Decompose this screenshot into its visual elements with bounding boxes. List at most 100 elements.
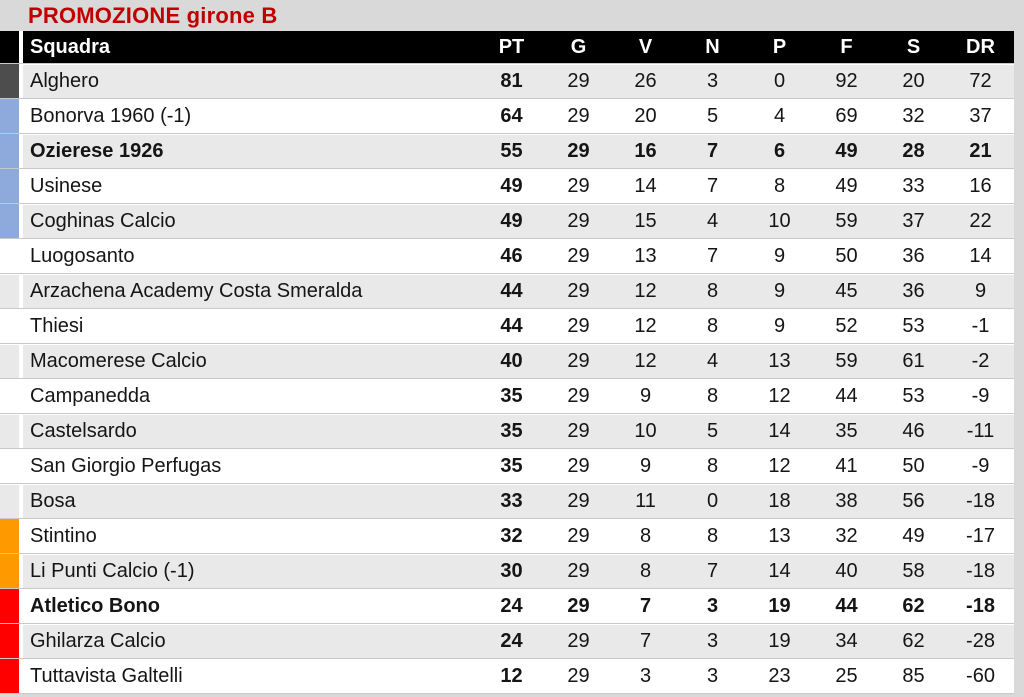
- column-header-s: S: [906, 35, 921, 58]
- wins-cell: 16: [634, 139, 657, 162]
- goal-difference-cell: 22: [969, 209, 992, 232]
- points-cell: 55: [500, 139, 523, 162]
- draws-cell: 8: [706, 454, 719, 477]
- table-row: Li Punti Calcio (-1) 30 29 8 7 14 40 58 …: [0, 553, 1014, 588]
- draws-cell: 3: [706, 594, 719, 617]
- rank-indicator: [0, 274, 19, 308]
- goals-against-cell: 50: [902, 454, 925, 477]
- goals-against-cell: 61: [902, 349, 925, 372]
- wins-cell: 8: [639, 524, 652, 547]
- wins-cell: 8: [639, 559, 652, 582]
- points-cell: 24: [500, 594, 523, 617]
- team-name: Usinese: [30, 174, 103, 197]
- points-cell: 44: [500, 279, 523, 302]
- goals-for-cell: 50: [835, 244, 858, 267]
- rank-indicator: [0, 344, 19, 378]
- losses-cell: 19: [768, 594, 791, 617]
- table-row: Atletico Bono 24 29 7 3 19 44 62 -18: [0, 588, 1014, 623]
- goals-for-cell: 34: [835, 629, 858, 652]
- games-cell: 29: [567, 664, 590, 687]
- goal-difference-cell: 72: [969, 69, 992, 92]
- team-name: Bonorva 1960 (-1): [30, 104, 192, 127]
- goal-difference-cell: 21: [969, 139, 992, 162]
- goal-difference-cell: -17: [966, 524, 995, 547]
- goals-against-cell: 28: [902, 139, 925, 162]
- games-cell: 29: [567, 454, 590, 477]
- losses-cell: 23: [768, 664, 791, 687]
- draws-cell: 4: [706, 349, 719, 372]
- draws-cell: 5: [706, 104, 719, 127]
- wins-cell: 9: [639, 454, 652, 477]
- column-header-pt: PT: [498, 35, 525, 58]
- table-row: Castelsardo 35 29 10 5 14 35 46 -11: [0, 413, 1014, 448]
- wins-cell: 14: [634, 174, 657, 197]
- losses-cell: 14: [768, 419, 791, 442]
- games-cell: 29: [567, 384, 590, 407]
- wins-cell: 10: [634, 419, 657, 442]
- wins-cell: 12: [634, 279, 657, 302]
- games-cell: 29: [567, 209, 590, 232]
- games-cell: 29: [567, 139, 590, 162]
- rank-indicator: [0, 624, 19, 658]
- goal-difference-cell: 37: [969, 104, 992, 127]
- goal-difference-cell: -28: [966, 629, 995, 652]
- rank-indicator: [0, 449, 19, 483]
- wins-cell: 12: [634, 314, 657, 337]
- team-name: Alghero: [30, 69, 99, 92]
- wins-cell: 3: [639, 664, 652, 687]
- goals-for-cell: 44: [835, 384, 858, 407]
- goals-against-cell: 53: [902, 314, 925, 337]
- table-row: San Giorgio Perfugas 35 29 9 8 12 41 50 …: [0, 448, 1014, 483]
- goals-for-cell: 32: [835, 524, 858, 547]
- points-cell: 35: [500, 454, 523, 477]
- points-cell: 30: [500, 559, 523, 582]
- draws-cell: 3: [706, 664, 719, 687]
- table-row: Stintino 32 29 8 8 13 32 49 -17: [0, 518, 1014, 553]
- team-name: Li Punti Calcio (-1): [30, 559, 195, 582]
- losses-cell: 13: [768, 524, 791, 547]
- grid-gap: [19, 64, 23, 98]
- column-header-dr: DR: [966, 35, 995, 58]
- goals-against-cell: 62: [902, 629, 925, 652]
- team-name: Campanedda: [30, 384, 151, 407]
- rank-indicator: [0, 414, 19, 448]
- draws-cell: 8: [706, 314, 719, 337]
- team-name: Stintino: [30, 524, 97, 547]
- draws-cell: 8: [706, 279, 719, 302]
- wins-cell: 7: [639, 594, 652, 617]
- goals-against-cell: 20: [902, 69, 925, 92]
- games-cell: 29: [567, 104, 590, 127]
- team-name: Bosa: [30, 489, 76, 512]
- losses-cell: 9: [773, 279, 786, 302]
- points-cell: 24: [500, 629, 523, 652]
- rank-indicator: [0, 134, 19, 168]
- grid-gap: [19, 519, 23, 553]
- column-header-n: N: [705, 35, 720, 58]
- goal-difference-cell: -60: [966, 664, 995, 687]
- table-header-row: Squadra PT G V N P F S DR: [0, 31, 1014, 63]
- goals-for-cell: 38: [835, 489, 858, 512]
- draws-cell: 7: [706, 244, 719, 267]
- team-name: Tuttavista Galtelli: [30, 664, 183, 687]
- goal-difference-cell: -9: [971, 454, 990, 477]
- wins-cell: 12: [634, 349, 657, 372]
- team-name: Macomerese Calcio: [30, 349, 207, 372]
- goals-against-cell: 36: [902, 244, 925, 267]
- losses-cell: 10: [768, 209, 791, 232]
- goals-for-cell: 92: [835, 69, 858, 92]
- team-name: Ozierese 1926: [30, 139, 164, 162]
- team-name: Arzachena Academy Costa Smeralda: [30, 279, 363, 302]
- wins-cell: 13: [634, 244, 657, 267]
- title-bar: PROMOZIONE girone B: [0, 0, 1024, 31]
- goals-against-cell: 49: [902, 524, 925, 547]
- table-row: Campanedda 35 29 9 8 12 44 53 -9: [0, 378, 1014, 413]
- goal-difference-cell: -2: [971, 349, 990, 372]
- grid-gap: [19, 379, 23, 413]
- grid-gap: [19, 624, 23, 658]
- goals-against-cell: 36: [902, 279, 925, 302]
- draws-cell: 0: [706, 489, 719, 512]
- table-row: Macomerese Calcio 40 29 12 4 13 59 61 -2: [0, 343, 1014, 378]
- grid-gap: [19, 344, 23, 378]
- draws-cell: 5: [706, 419, 719, 442]
- goals-against-cell: 32: [902, 104, 925, 127]
